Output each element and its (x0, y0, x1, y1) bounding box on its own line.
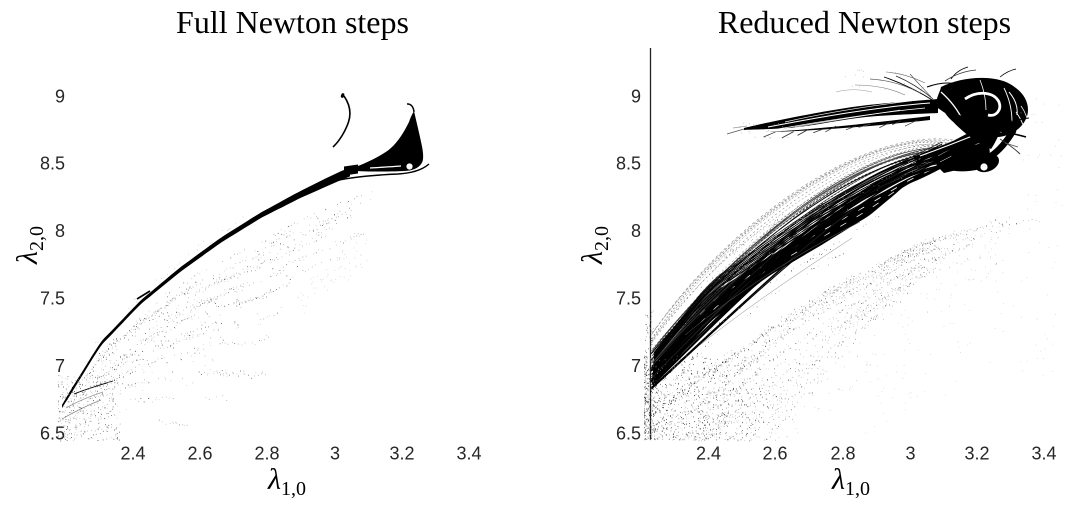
svg-text:Full Newton steps: Full Newton steps (176, 4, 409, 40)
svg-text:3.4: 3.4 (1031, 444, 1056, 464)
svg-text:2.8: 2.8 (830, 444, 855, 464)
svg-text:8.5: 8.5 (616, 154, 641, 174)
svg-text:2.6: 2.6 (187, 444, 212, 464)
svg-text:7.5: 7.5 (40, 289, 65, 309)
svg-text:8: 8 (55, 221, 65, 241)
svg-text:2.6: 2.6 (762, 444, 787, 464)
svg-text:6.5: 6.5 (40, 424, 65, 444)
svg-text:8: 8 (631, 221, 641, 241)
svg-text:Reduced Newton steps: Reduced Newton steps (718, 4, 1011, 40)
svg-text:2.4: 2.4 (696, 444, 721, 464)
svg-text:6.5: 6.5 (616, 424, 641, 444)
svg-text:3: 3 (905, 444, 915, 464)
svg-text:3.4: 3.4 (456, 444, 481, 464)
svg-text:3: 3 (330, 444, 340, 464)
svg-text:9: 9 (631, 87, 641, 107)
svg-text:2.8: 2.8 (254, 444, 279, 464)
svg-text:3.2: 3.2 (964, 444, 989, 464)
svg-text:3.2: 3.2 (389, 444, 414, 464)
svg-text:7.5: 7.5 (616, 289, 641, 309)
svg-text:7: 7 (55, 356, 65, 376)
svg-text:7: 7 (631, 356, 641, 376)
svg-text:8.5: 8.5 (40, 154, 65, 174)
svg-text:2.4: 2.4 (120, 444, 145, 464)
svg-text:9: 9 (55, 87, 65, 107)
